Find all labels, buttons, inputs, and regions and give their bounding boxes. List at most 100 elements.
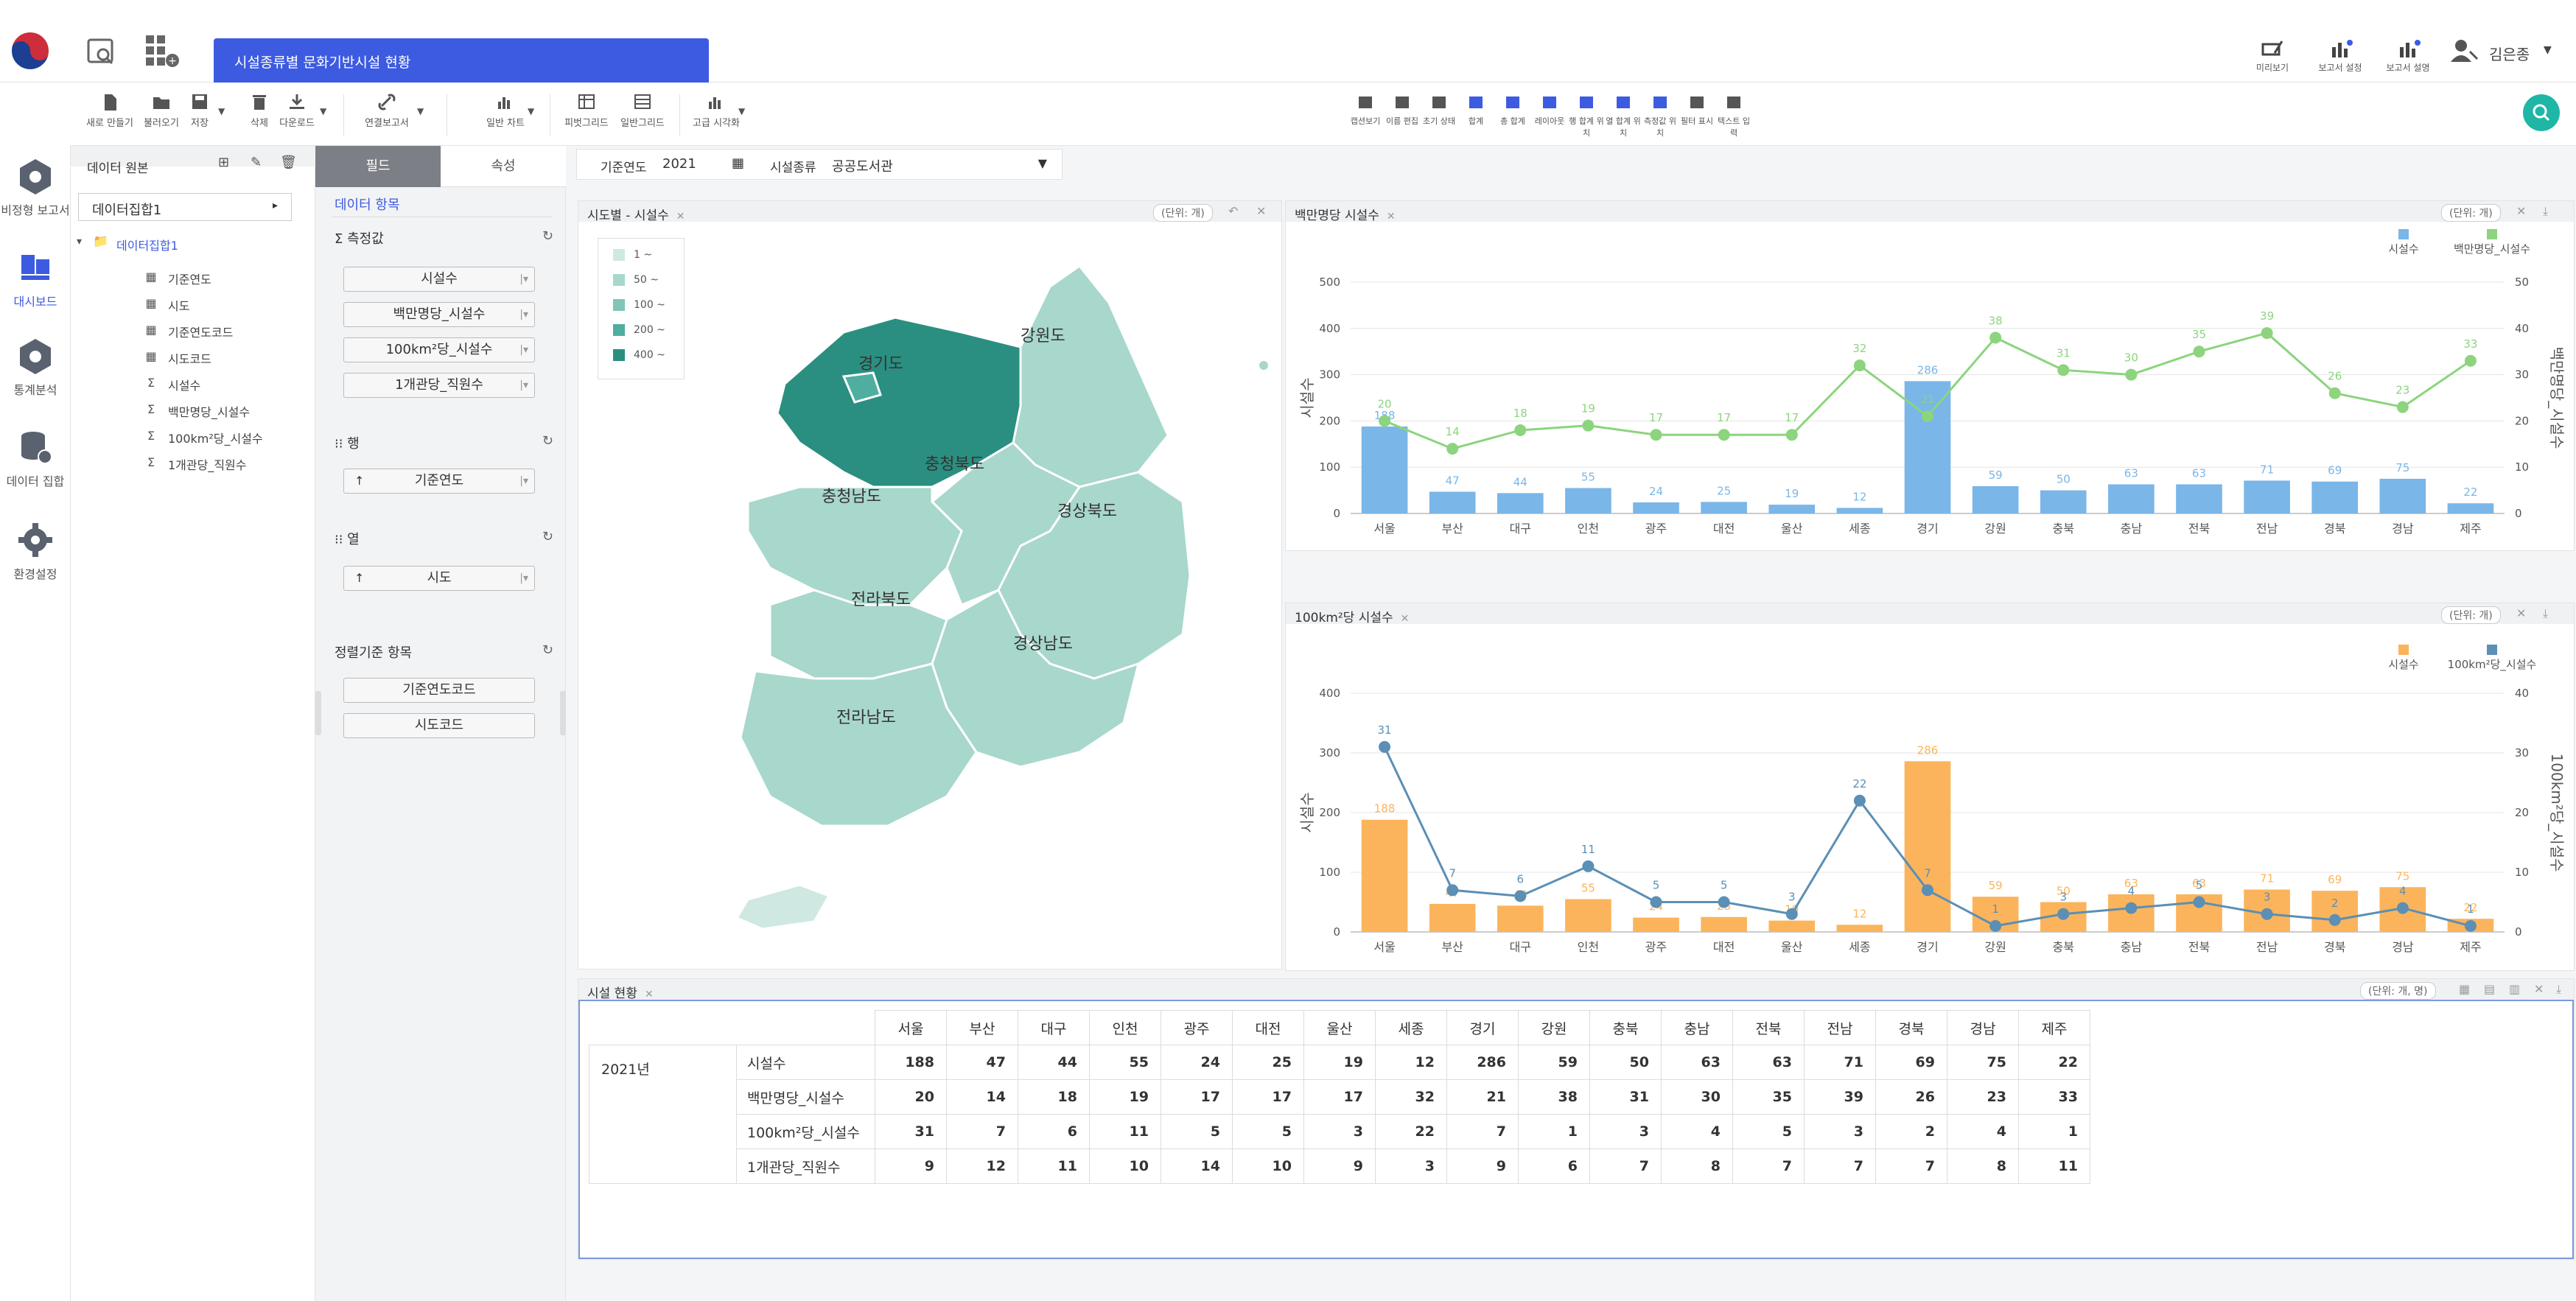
bar[interactable] (1701, 502, 1747, 513)
refresh-icon[interactable]: ↻ (542, 529, 553, 544)
table-cell[interactable]: 12 (946, 1149, 1018, 1184)
table-cell[interactable]: 7 (1875, 1149, 1947, 1184)
table-cell[interactable]: 50 (1589, 1045, 1662, 1080)
pivot-grid-button[interactable]: 피벗그리드 (559, 93, 615, 129)
layout-tool-button[interactable]: 행 합계 위치 (1567, 93, 1606, 138)
type-filter-select[interactable]: 공공도서관 ▼ (822, 152, 1057, 176)
table-cell[interactable]: 7 (1446, 1114, 1519, 1149)
close-icon[interactable]: ✕ (644, 989, 654, 1000)
column-header[interactable]: 충북 (1589, 1010, 1662, 1045)
open-button[interactable]: 불러오기 (136, 93, 187, 129)
line-point[interactable] (1379, 415, 1391, 427)
bar[interactable] (2311, 481, 2359, 513)
map-region-jeonnam[interactable] (739, 662, 978, 827)
bar[interactable] (1633, 917, 1679, 932)
table-cell[interactable]: 44 (1018, 1045, 1090, 1080)
bar[interactable] (1565, 488, 1611, 513)
linked-report-button[interactable]: 연결보고서 (354, 93, 420, 129)
table-cell[interactable]: 19 (1089, 1079, 1161, 1115)
bar[interactable] (2379, 478, 2426, 513)
table-cell[interactable]: 14 (1161, 1149, 1233, 1184)
bar[interactable] (1565, 899, 1611, 932)
line-point[interactable] (2125, 902, 2138, 914)
column-header[interactable]: 부산 (946, 1010, 1018, 1045)
table-cell[interactable]: 23 (1947, 1079, 2019, 1115)
line-point[interactable] (2057, 908, 2070, 920)
dataset-select[interactable]: 데이터집합1 ▸ (78, 193, 292, 221)
bar[interactable] (1497, 905, 1544, 932)
table-cell[interactable]: 9 (1303, 1149, 1376, 1184)
grid-view-icon[interactable]: ▤ (2484, 982, 2496, 996)
line-point[interactable] (1853, 794, 1866, 807)
column-header[interactable]: 울산 (1303, 1010, 1376, 1045)
column-header[interactable]: 전남 (1804, 1010, 1876, 1045)
tree-item[interactable]: ▦ 시도코드 (145, 349, 211, 367)
line-point[interactable] (2396, 902, 2409, 914)
table-cell[interactable]: 39 (1804, 1079, 1876, 1115)
table-cell[interactable]: 10 (1089, 1149, 1161, 1184)
tree-item[interactable]: ▦ 시도 (145, 296, 189, 314)
table-cell[interactable]: 4 (1947, 1114, 2019, 1149)
table-cell[interactable]: 11 (1089, 1114, 1161, 1149)
line-point[interactable] (1379, 740, 1391, 753)
layout-tool-button[interactable]: 합계 (1456, 93, 1496, 127)
bar[interactable] (1904, 761, 1951, 932)
refresh-icon[interactable]: ↻ (542, 642, 553, 658)
bar[interactable] (1361, 819, 1408, 932)
tree-item[interactable]: Σ 100km²당_시설수 (147, 429, 263, 446)
line-point[interactable] (1989, 919, 2002, 932)
column-header[interactable]: 제주 (2018, 1010, 2090, 1045)
year-filter-value[interactable]: 2021 (662, 156, 696, 172)
table-cell[interactable]: 17 (1161, 1079, 1233, 1115)
table-cell[interactable]: 3 (1589, 1114, 1662, 1149)
dashboard-grid-icon[interactable]: + (144, 34, 181, 68)
bar[interactable] (1497, 493, 1544, 513)
layout-tool-button[interactable]: 레이아웃 (1530, 93, 1569, 127)
line-point[interactable] (2328, 913, 2341, 926)
layout-tool-button[interactable]: 열 합계 위치 (1603, 93, 1643, 138)
bar[interactable] (1836, 508, 1883, 513)
column-header[interactable]: 서울 (875, 1010, 947, 1045)
table-cell[interactable]: 1 (2018, 1114, 2090, 1149)
table-cell[interactable]: 35 (1732, 1079, 1805, 1115)
table-cell[interactable]: 10 (1232, 1149, 1304, 1184)
dataset-folder[interactable]: 데이터집합1 (116, 239, 178, 253)
tab-properties[interactable]: 속성 (441, 146, 566, 187)
table-cell[interactable]: 8 (1947, 1149, 2019, 1184)
advanced-dropdown-chevron-icon[interactable]: ▼ (738, 106, 746, 116)
bar[interactable] (1701, 916, 1747, 932)
line-point[interactable] (1989, 332, 2002, 344)
table-cell[interactable]: 14 (946, 1079, 1018, 1115)
sort-field[interactable]: 시도코드 (343, 713, 535, 738)
line-point[interactable] (2328, 387, 2341, 399)
layout-tool-button[interactable]: 필터 표시 (1677, 93, 1717, 127)
line-point[interactable] (2464, 354, 2477, 367)
table-cell[interactable]: 75 (1947, 1045, 2019, 1080)
layout-tool-button[interactable]: 텍스트 입력 (1714, 93, 1754, 138)
column-field[interactable]: ↑ 시도 |▾ (343, 566, 535, 591)
line-point[interactable] (2261, 327, 2273, 340)
table-cell[interactable]: 31 (875, 1114, 947, 1149)
line-point[interactable] (2396, 401, 2409, 413)
nav-dashboard[interactable]: 대시보드 (0, 249, 71, 309)
map-region-seoul[interactable] (841, 371, 882, 404)
general-grid-button[interactable]: 일반그리드 (615, 93, 671, 129)
download-dropdown-chevron-icon[interactable]: ▼ (320, 106, 327, 116)
general-chart-button[interactable]: 일반 차트 (476, 93, 535, 129)
line-point[interactable] (1922, 884, 1933, 897)
table-cell[interactable]: 25 (1232, 1045, 1304, 1080)
measure-field[interactable]: 1개관당_직원수 |▾ (343, 373, 535, 398)
new-button[interactable]: 새로 만들기 (84, 93, 136, 129)
report-tab[interactable]: 시설종류별 문화기반시설 현황 (214, 38, 709, 83)
bar[interactable] (1768, 505, 1816, 513)
column-header[interactable]: 전북 (1732, 1010, 1805, 1045)
table-cell[interactable]: 26 (1875, 1079, 1947, 1115)
line-point[interactable] (1582, 419, 1595, 432)
delete-button[interactable]: 삭제 (237, 93, 281, 129)
table-cell[interactable]: 19 (1303, 1045, 1376, 1080)
layout-tool-button[interactable]: 초기 상태 (1419, 93, 1459, 127)
close-panel-icon[interactable]: ✕ (2534, 982, 2544, 996)
table-cell[interactable]: 63 (1661, 1045, 1733, 1080)
advanced-visualization-button[interactable]: 고급 시각화 (685, 93, 747, 129)
line-point[interactable] (1718, 896, 1730, 908)
